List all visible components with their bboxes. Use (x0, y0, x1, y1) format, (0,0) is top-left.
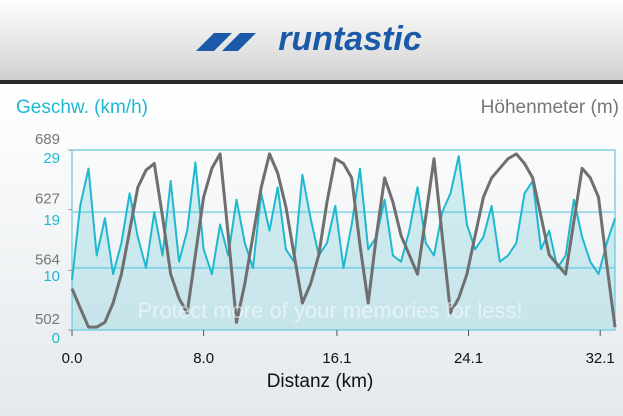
y2-tick-label: 502 (35, 311, 60, 328)
header-bar (0, 0, 623, 80)
y-tick-label: 19 (43, 212, 60, 229)
y-tick-label: 0 (52, 330, 60, 347)
y2-axis-label: Höhenmeter (m) (481, 97, 619, 118)
x-tick-label: 24.1 (454, 350, 483, 367)
logo-text: runtastic (278, 20, 422, 58)
x-tick-label: 8.0 (193, 350, 214, 367)
speed-area (72, 156, 615, 330)
logo-mark (196, 33, 256, 51)
y2-tick-label: 689 (35, 131, 60, 148)
speed-line (71, 155, 616, 281)
y-axis-label: Geschw. (km/h) (16, 97, 148, 118)
x-tick-label: 0.0 (62, 350, 83, 367)
y2-tick-label: 564 (35, 251, 60, 268)
watermark: Protect more of your memories for less! (137, 298, 522, 323)
header-divider (0, 80, 623, 84)
y-tick-label: 10 (43, 268, 60, 285)
x-axis-label: Distanz (km) (267, 371, 374, 392)
y-tick-label: 29 (43, 150, 60, 167)
x-tick-label: 32.1 (586, 350, 615, 367)
chart-background (0, 84, 623, 416)
x-tick-label: 16.1 (322, 350, 351, 367)
y2-tick-label: 627 (35, 191, 60, 208)
elevation-line (70, 152, 617, 329)
